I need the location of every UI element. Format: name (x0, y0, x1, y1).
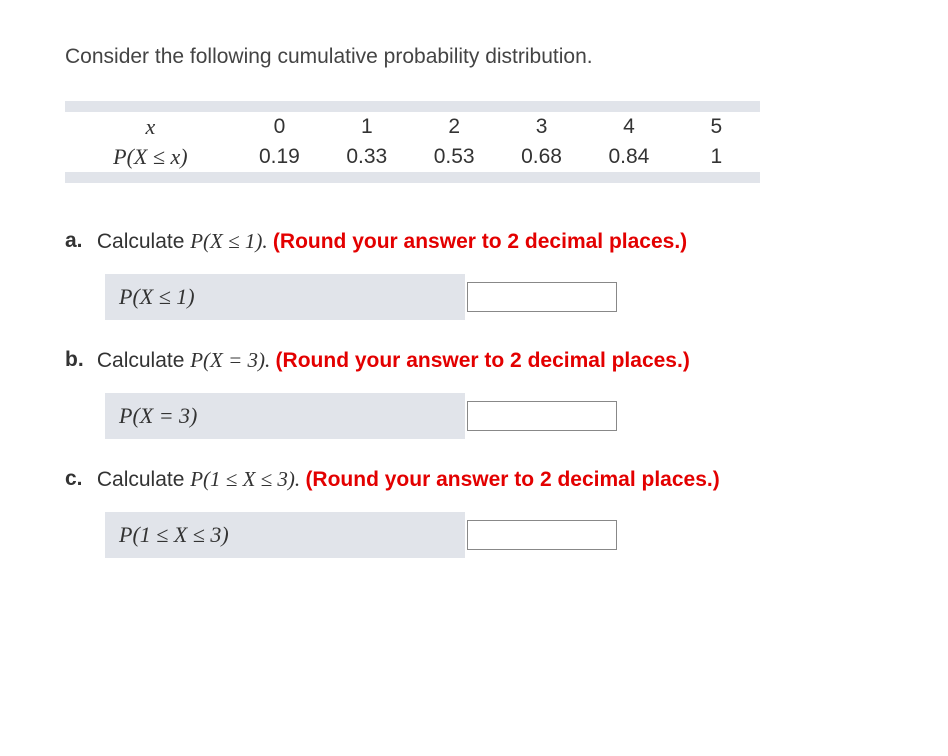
cell-p-3: 0.68 (498, 142, 585, 172)
answer-row-a: P(X ≤ 1) (105, 274, 785, 320)
question-label-b: b. (65, 348, 91, 372)
question-a: a. Calculate P(X ≤ 1). (Round your answe… (65, 229, 883, 254)
answer-label-c: P(1 ≤ X ≤ 3) (105, 522, 465, 548)
table-row: x 0 1 2 3 4 5 (65, 112, 760, 142)
question-b: b. Calculate P(X = 3). (Round your answe… (65, 348, 883, 373)
q-a-prefix: Calculate (97, 230, 190, 253)
q-a-expr: P(X ≤ 1). (190, 229, 273, 253)
cell-p-2: 0.53 (410, 142, 497, 172)
question-text-b: Calculate P(X = 3). (Round your answer t… (97, 349, 690, 372)
cell-x-1: 1 (323, 112, 410, 142)
cell-p-5: 1 (673, 142, 760, 172)
cell-x-2: 2 (410, 112, 497, 142)
q-b-expr: P(X = 3). (190, 348, 275, 372)
cell-p-1: 0.33 (323, 142, 410, 172)
question-c: c. Calculate P(1 ≤ X ≤ 3). (Round your a… (65, 467, 883, 492)
distribution-table-wrap: x 0 1 2 3 4 5 P(X ≤ x) 0.19 0.33 0.53 0.… (65, 101, 883, 183)
answer-input-wrap-b (465, 393, 785, 439)
q-a-hint: (Round your answer to 2 decimal places.) (273, 230, 687, 253)
answer-label-b: P(X = 3) (105, 403, 465, 429)
answer-row-c: P(1 ≤ X ≤ 3) (105, 512, 785, 558)
row-label-p: P(X ≤ x) (65, 142, 236, 172)
q-b-hint: (Round your answer to 2 decimal places.) (276, 349, 690, 372)
question-text-c: Calculate P(1 ≤ X ≤ 3). (Round your answ… (97, 468, 720, 491)
answer-input-a[interactable] (467, 282, 617, 312)
answer-input-c[interactable] (467, 520, 617, 550)
q-c-prefix: Calculate (97, 468, 190, 491)
question-label-c: c. (65, 467, 91, 491)
answer-row-b: P(X = 3) (105, 393, 785, 439)
q-b-prefix: Calculate (97, 349, 190, 372)
question-text-a: Calculate P(X ≤ 1). (Round your answer t… (97, 230, 687, 253)
distribution-table: x 0 1 2 3 4 5 P(X ≤ x) 0.19 0.33 0.53 0.… (65, 112, 760, 172)
cell-x-4: 4 (585, 112, 672, 142)
cell-p-0: 0.19 (236, 142, 323, 172)
cell-x-0: 0 (236, 112, 323, 142)
table-top-bar (65, 101, 760, 112)
q-c-expr: P(1 ≤ X ≤ 3). (190, 467, 305, 491)
cell-x-5: 5 (673, 112, 760, 142)
table-row: P(X ≤ x) 0.19 0.33 0.53 0.68 0.84 1 (65, 142, 760, 172)
answer-input-wrap-c (465, 512, 785, 558)
row-label-x: x (65, 112, 236, 142)
cell-x-3: 3 (498, 112, 585, 142)
intro-text: Consider the following cumulative probab… (65, 45, 883, 69)
cell-p-4: 0.84 (585, 142, 672, 172)
answer-input-b[interactable] (467, 401, 617, 431)
answer-label-a: P(X ≤ 1) (105, 284, 465, 310)
answer-input-wrap-a (465, 274, 785, 320)
q-c-hint: (Round your answer to 2 decimal places.) (305, 468, 719, 491)
table-bottom-bar (65, 172, 760, 183)
question-label-a: a. (65, 229, 91, 253)
